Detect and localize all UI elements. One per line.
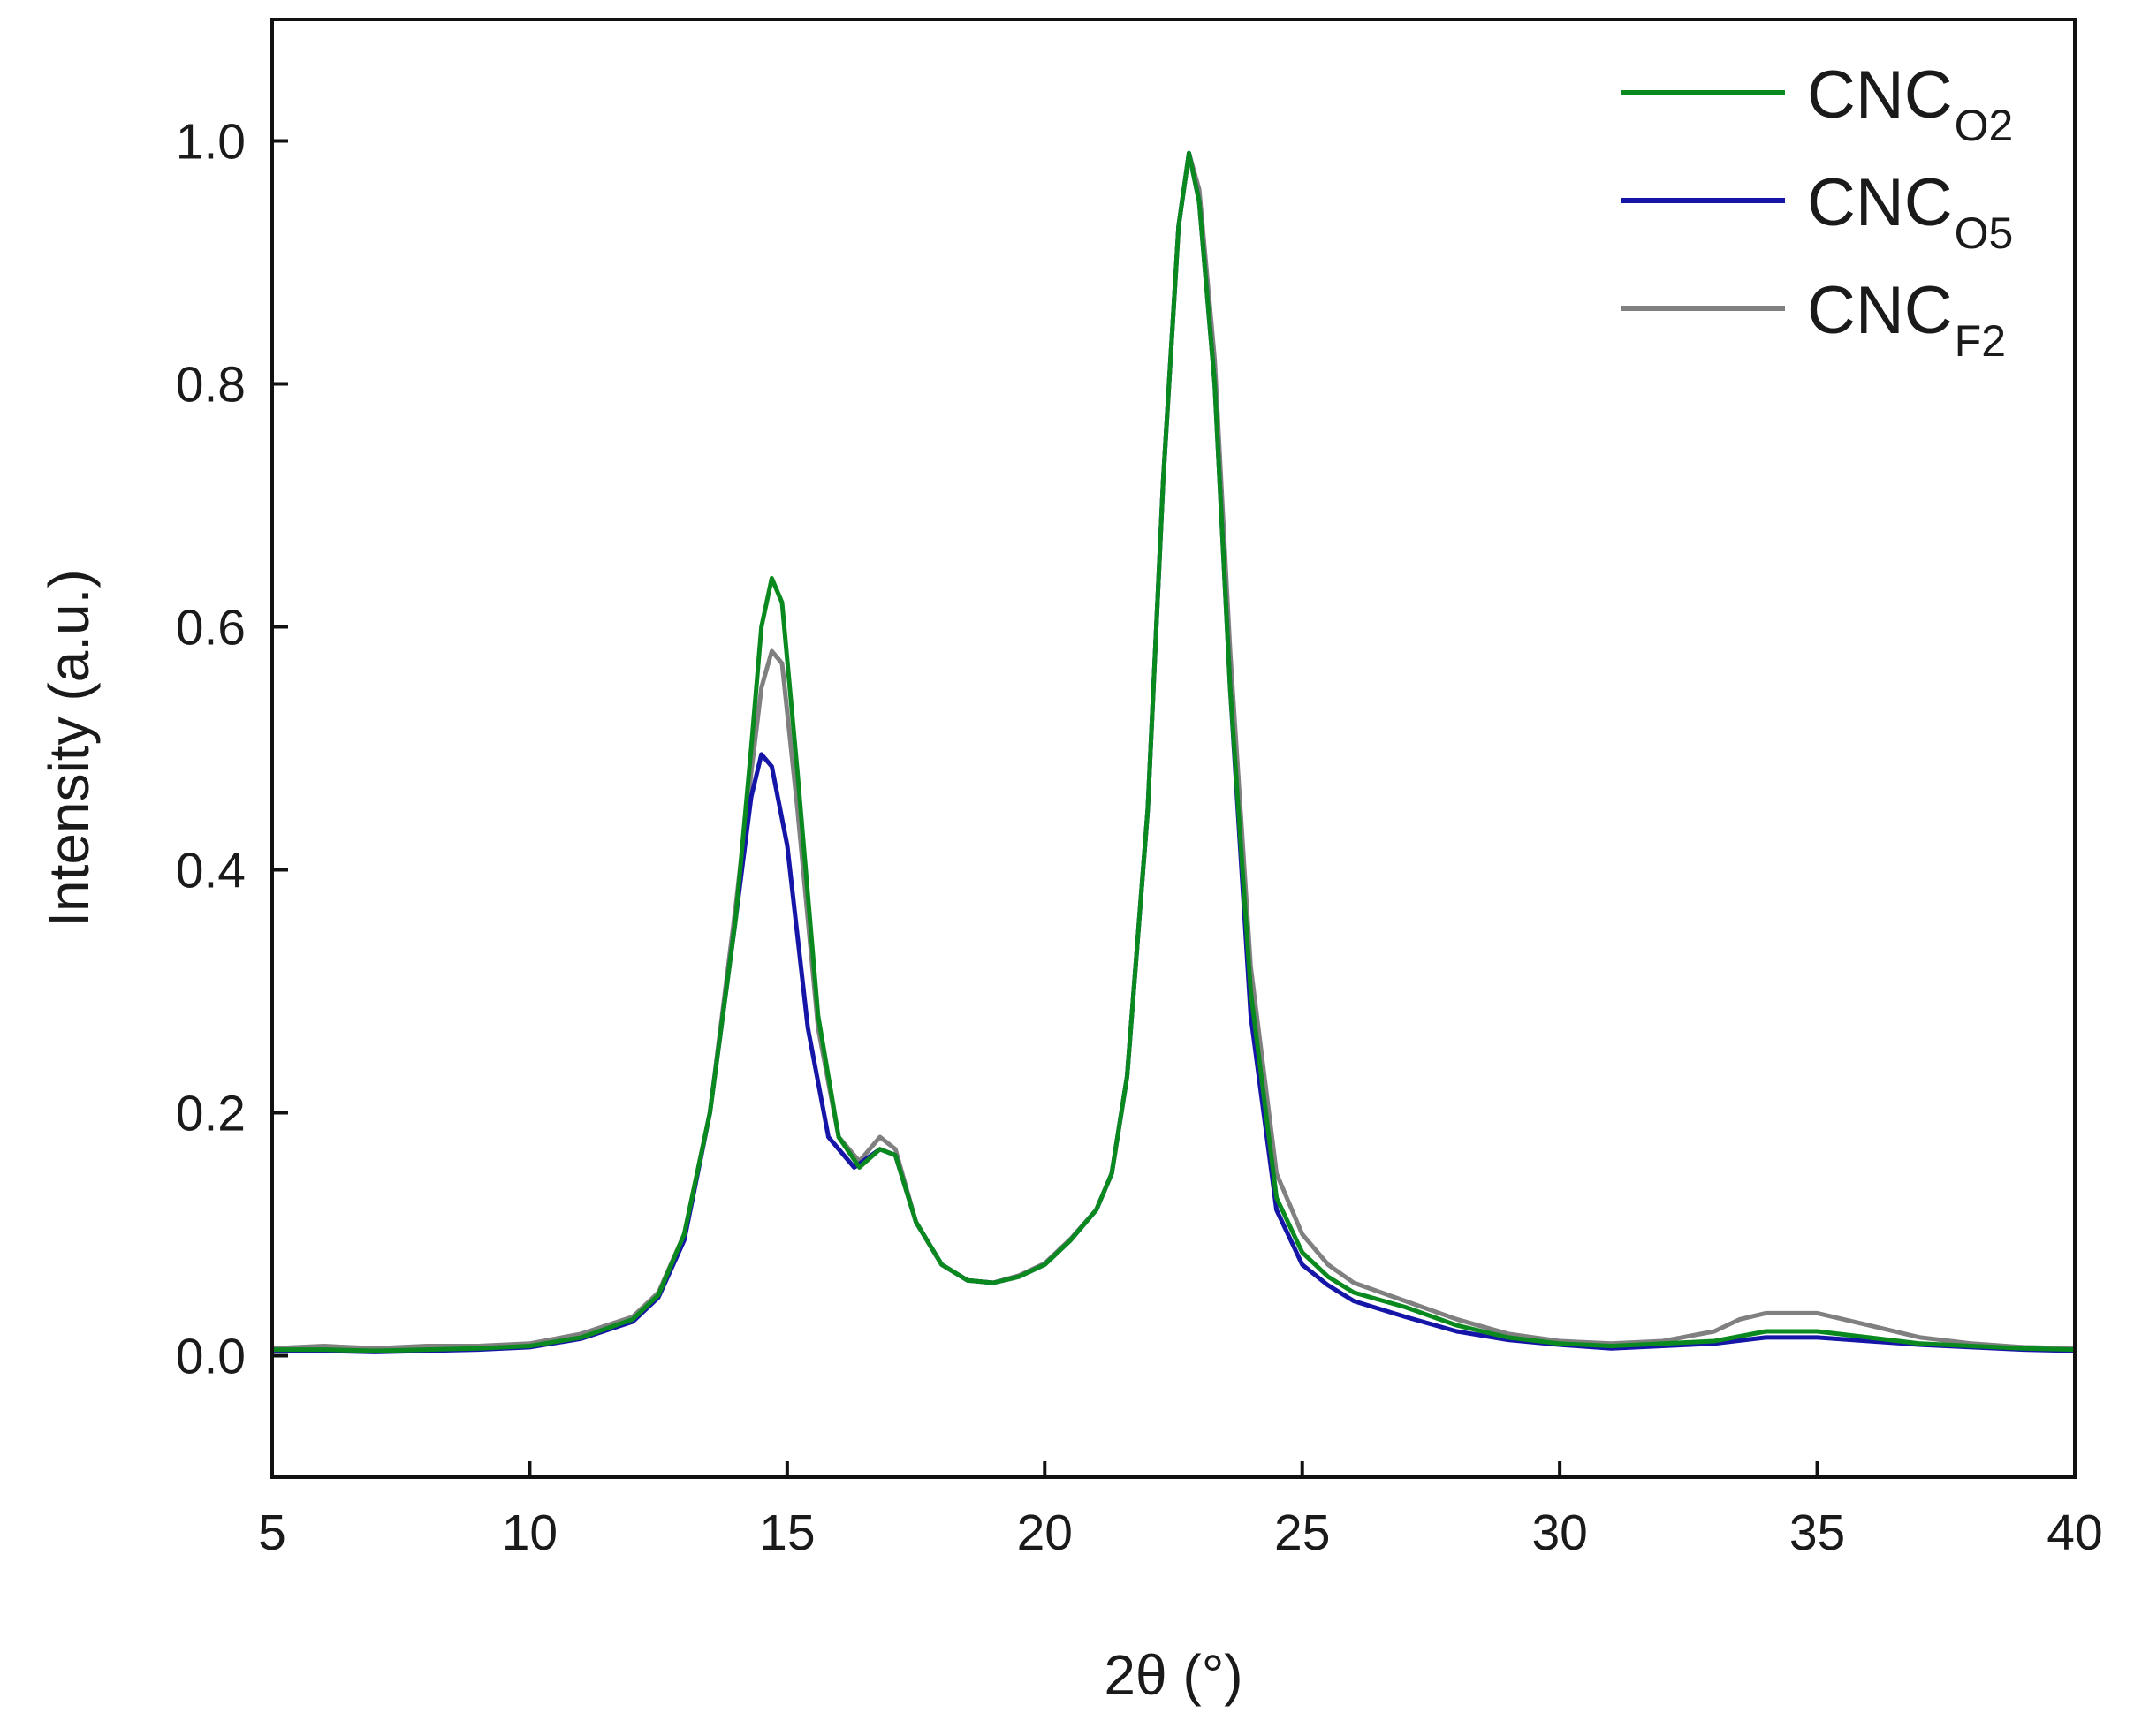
y-axis: 0.0 0.2 0.4 0.6 0.8 1.0 (176, 114, 288, 1385)
y-tick-label: 0.6 (176, 600, 246, 656)
x-axis-title: 2θ (°) (1104, 1643, 1242, 1707)
y-tick-label: 0.2 (176, 1086, 246, 1142)
series-line-o2 (270, 150, 2077, 1353)
x-axis: 5 10 15 20 25 30 35 40 (258, 1461, 2103, 1561)
series-layer (270, 150, 2077, 1354)
plot-frame (270, 18, 2077, 1479)
x-tick-label: 30 (1531, 1505, 1587, 1561)
x-tick-label: 25 (1274, 1505, 1330, 1561)
y-tick-label: 0.4 (176, 843, 246, 899)
legend-subscript-f2: F2 (1955, 316, 2006, 366)
x-tick-label: 5 (258, 1505, 286, 1561)
legend-label-f2: CNC (1807, 273, 1953, 348)
x-tick-label: 20 (1017, 1505, 1073, 1561)
y-axis-title: Intensity (a.u.) (37, 569, 101, 928)
x-tick-label: 10 (502, 1505, 558, 1561)
x-tick-label: 40 (2047, 1505, 2102, 1561)
x-tick-label: 35 (1789, 1505, 1845, 1561)
legend-subscript-o2: O2 (1955, 101, 2014, 150)
legend-label-o2: CNC (1807, 57, 1953, 133)
x-tick-label: 15 (759, 1505, 815, 1561)
y-tick-label: 0.8 (176, 357, 246, 413)
y-tick-label: 0.0 (176, 1329, 246, 1385)
legend-label-o5: CNC (1807, 165, 1953, 240)
y-tick-label: 1.0 (176, 114, 246, 171)
legend-subscript-o5: O5 (1955, 208, 2014, 258)
